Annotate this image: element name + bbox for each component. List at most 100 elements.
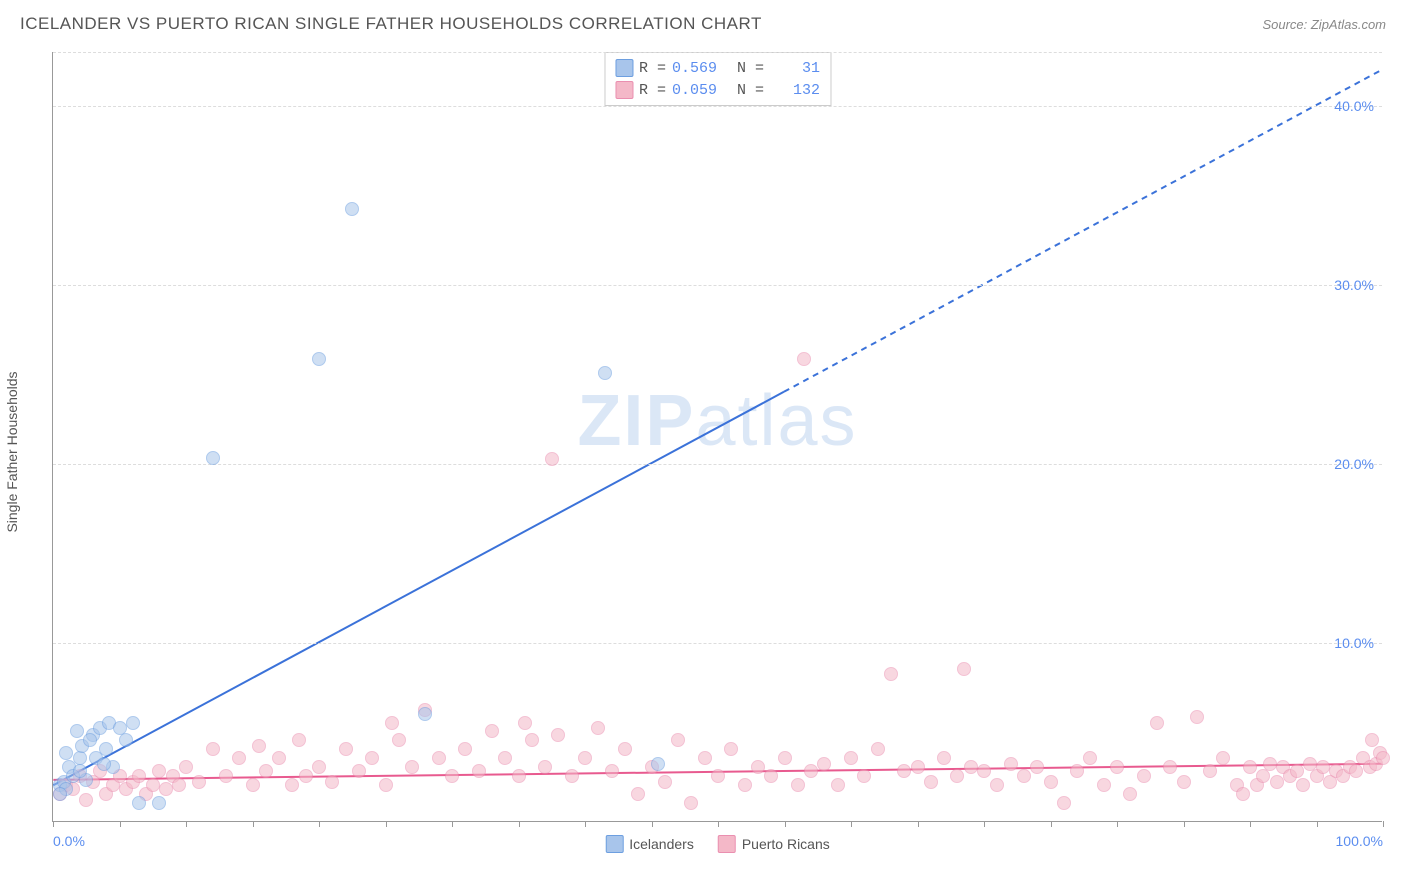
scatter-point bbox=[312, 760, 326, 774]
scatter-point bbox=[152, 764, 166, 778]
scatter-point bbox=[126, 716, 140, 730]
scatter-point bbox=[804, 764, 818, 778]
x-tick bbox=[1317, 821, 1318, 827]
scatter-point bbox=[70, 724, 84, 738]
scatter-point bbox=[405, 760, 419, 774]
scatter-point bbox=[884, 667, 898, 681]
scatter-point bbox=[518, 716, 532, 730]
trendlines-layer bbox=[53, 52, 1382, 821]
stat-n-value: 132 bbox=[770, 82, 820, 99]
scatter-point bbox=[871, 742, 885, 756]
stats-row: R =0.569 N =31 bbox=[615, 57, 820, 79]
x-tick bbox=[585, 821, 586, 827]
scatter-point bbox=[1263, 757, 1277, 771]
x-tick bbox=[1117, 821, 1118, 827]
gridline bbox=[53, 285, 1382, 286]
scatter-point bbox=[379, 778, 393, 792]
stats-row: R = 0.059 N = 132 bbox=[615, 79, 820, 101]
scatter-point bbox=[631, 787, 645, 801]
stat-n-value: 31 bbox=[770, 60, 820, 77]
x-tick bbox=[1250, 821, 1251, 827]
scatter-point bbox=[844, 751, 858, 765]
scatter-point bbox=[325, 775, 339, 789]
scatter-point bbox=[232, 751, 246, 765]
stat-r-value: 0.569 bbox=[672, 60, 722, 77]
scatter-point bbox=[651, 757, 665, 771]
scatter-point bbox=[831, 778, 845, 792]
scatter-point bbox=[73, 764, 87, 778]
scatter-point bbox=[911, 760, 925, 774]
scatter-point bbox=[711, 769, 725, 783]
scatter-point bbox=[764, 769, 778, 783]
y-tick-label: 30.0% bbox=[1334, 277, 1374, 293]
legend-label: Puerto Ricans bbox=[742, 836, 830, 852]
scatter-point bbox=[83, 733, 97, 747]
scatter-point bbox=[152, 796, 166, 810]
scatter-point bbox=[1004, 757, 1018, 771]
scatter-point bbox=[797, 352, 811, 366]
scatter-point bbox=[1083, 751, 1097, 765]
stat-n-label: N = bbox=[728, 82, 764, 99]
scatter-point bbox=[1177, 775, 1191, 789]
scatter-point bbox=[698, 751, 712, 765]
scatter-point bbox=[1123, 787, 1137, 801]
scatter-point bbox=[964, 760, 978, 774]
series-swatch bbox=[605, 835, 623, 853]
scatter-point bbox=[605, 764, 619, 778]
scatter-point bbox=[751, 760, 765, 774]
x-tick-label: 100.0% bbox=[1336, 833, 1383, 849]
series-legend: Icelanders Puerto Ricans bbox=[605, 835, 830, 853]
scatter-point bbox=[578, 751, 592, 765]
scatter-point bbox=[59, 746, 73, 760]
scatter-point bbox=[1243, 760, 1257, 774]
stat-r-label: R = bbox=[639, 60, 666, 77]
stat-r-value: 0.059 bbox=[672, 82, 722, 99]
scatter-point bbox=[538, 760, 552, 774]
scatter-point bbox=[1190, 710, 1204, 724]
scatter-point bbox=[658, 775, 672, 789]
trend-line-dashed bbox=[784, 70, 1382, 392]
scatter-point bbox=[1110, 760, 1124, 774]
scatter-point bbox=[1296, 778, 1310, 792]
scatter-point bbox=[1017, 769, 1031, 783]
scatter-point bbox=[1270, 775, 1284, 789]
scatter-point bbox=[1256, 769, 1270, 783]
scatter-point bbox=[498, 751, 512, 765]
scatter-point bbox=[179, 760, 193, 774]
legend-item: Puerto Ricans bbox=[718, 835, 830, 853]
scatter-point bbox=[671, 733, 685, 747]
scatter-point bbox=[352, 764, 366, 778]
y-tick-label: 10.0% bbox=[1334, 635, 1374, 651]
x-tick bbox=[319, 821, 320, 827]
scatter-point bbox=[285, 778, 299, 792]
scatter-point bbox=[598, 366, 612, 380]
x-tick bbox=[120, 821, 121, 827]
scatter-point bbox=[778, 751, 792, 765]
scatter-point bbox=[1070, 764, 1084, 778]
scatter-point bbox=[937, 751, 951, 765]
x-tick bbox=[253, 821, 254, 827]
chart-area: Single Father Households ZIPatlas R =0.5… bbox=[0, 42, 1406, 862]
stat-r-label: R = bbox=[639, 82, 666, 99]
scatter-point bbox=[977, 764, 991, 778]
scatter-point bbox=[172, 778, 186, 792]
x-tick bbox=[53, 821, 54, 827]
scatter-point bbox=[312, 352, 326, 366]
x-tick bbox=[386, 821, 387, 827]
x-tick bbox=[652, 821, 653, 827]
x-tick bbox=[1051, 821, 1052, 827]
x-tick bbox=[186, 821, 187, 827]
scatter-point bbox=[738, 778, 752, 792]
scatter-point bbox=[99, 742, 113, 756]
scatter-point bbox=[512, 769, 526, 783]
scatter-point bbox=[119, 733, 133, 747]
legend-label: Icelanders bbox=[629, 836, 694, 852]
scatter-point bbox=[299, 769, 313, 783]
scatter-point bbox=[1349, 764, 1363, 778]
scatter-point bbox=[97, 757, 111, 771]
scatter-point bbox=[192, 775, 206, 789]
gridline bbox=[53, 52, 1382, 53]
scatter-point bbox=[252, 739, 266, 753]
scatter-point bbox=[385, 716, 399, 730]
scatter-point bbox=[545, 452, 559, 466]
